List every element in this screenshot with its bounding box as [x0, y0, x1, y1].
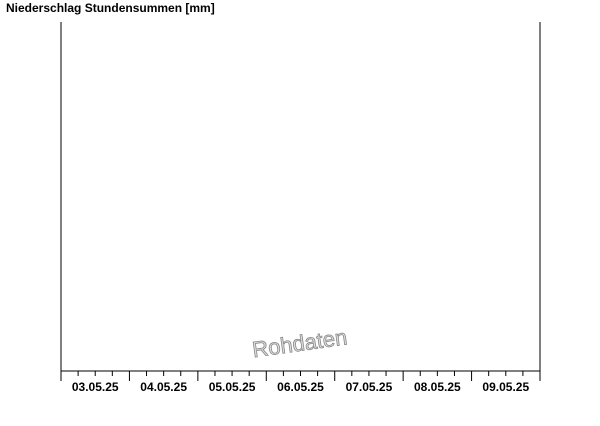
x-tick-label: 08.05.25	[414, 380, 461, 394]
x-tick-label: 09.05.25	[482, 380, 529, 394]
x-tick-label: 07.05.25	[346, 380, 393, 394]
chart-title: Niederschlag Stundensummen [mm]	[6, 1, 215, 15]
x-tick-label: 03.05.25	[72, 380, 119, 394]
x-tick-label: 05.05.25	[209, 380, 256, 394]
x-tick-label: 04.05.25	[140, 380, 187, 394]
x-tick-label: 06.05.25	[277, 380, 324, 394]
